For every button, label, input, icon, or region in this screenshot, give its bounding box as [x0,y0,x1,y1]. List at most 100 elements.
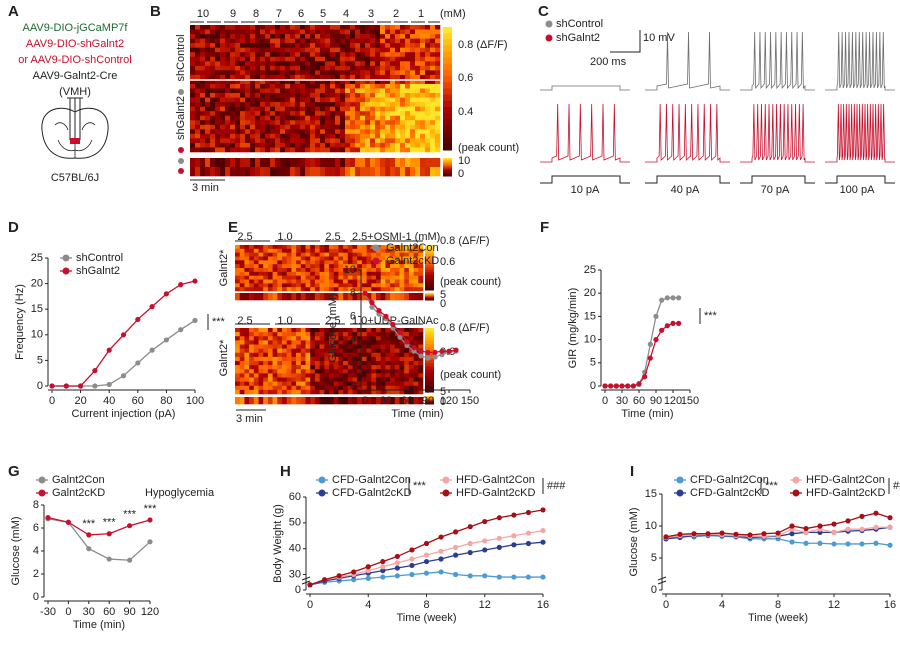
heat-cell [404,336,410,341]
heat-cell [330,142,336,148]
data-point [163,291,169,297]
heat-cell [263,248,269,253]
heat-cell [225,34,231,39]
heat-cell [272,369,278,374]
heat-cell [258,389,264,395]
heat-cell [230,102,236,107]
heat-cell [272,340,278,345]
heat-cell [380,102,386,107]
scale-label: 200 ms [590,56,627,68]
heat-cell [253,365,259,370]
heat-cell [220,142,226,148]
heat-cell [240,25,246,30]
heat-cell [230,158,236,168]
heat-cell [385,61,391,67]
heat-cell [408,389,414,395]
heat-cell [215,133,221,139]
heat-cell [380,115,386,121]
heat-cell [425,65,431,71]
heat-cell [325,133,331,139]
heat-cell [370,52,376,58]
heat-cell [290,38,296,44]
heat-cell [272,293,278,301]
heat-cell [245,25,251,30]
data-point [467,549,473,556]
heat-cell [390,279,396,284]
heat-cell [330,74,336,80]
heat-cell [435,52,441,58]
data-point [467,524,473,530]
y-tick-label: 25 [31,252,43,264]
heat-cell [399,260,405,265]
heat-cell [190,167,196,177]
scale-bar [610,30,641,53]
heat-cell [385,271,391,276]
heat-cell [190,120,196,126]
heat-cell [365,47,371,53]
colorbar [443,160,452,163]
heat-cell [343,381,349,387]
heat-cell [244,256,250,261]
heat-cell [400,93,406,98]
heat-cell [305,332,311,337]
heat-cell [330,52,336,58]
heat-cell [220,158,226,168]
heat-cell [245,158,251,168]
heat-cell [320,74,326,80]
heat-cell [404,361,410,366]
heat-cell [361,373,367,378]
x-axis-label: Time (week) [396,612,456,624]
data-point [540,507,546,513]
heat-cell [285,111,291,117]
data-point [789,523,795,529]
colorbar [443,172,452,174]
heat-cell [195,106,201,112]
heat-cell [405,133,411,139]
heat-cell [300,287,306,292]
x-axis-label: Time (min) [391,408,443,420]
data-point [369,304,375,310]
heat-cell [275,115,281,121]
heat-cell [415,138,421,144]
heat-cell [375,88,381,94]
heat-cell [314,389,320,395]
heat-cell [265,138,271,144]
data-point [511,542,517,548]
heat-cell [385,115,391,121]
heat-cell [366,260,372,265]
heat-cell [310,133,316,139]
heat-cell [376,328,381,333]
heat-cell [200,138,206,144]
x-tick-label: 0 [602,395,608,407]
series-line [605,322,679,387]
heat-cell [338,268,344,273]
heat-cell [285,158,291,168]
heat-cell [435,65,441,71]
heat-cell [253,340,259,345]
current-step [540,175,630,184]
heat-cell [400,43,406,48]
heat-cell [395,120,401,126]
heat-cell [240,47,246,53]
colorbar-label: 10 [458,155,470,167]
heat-cell [365,111,371,117]
data-point [789,531,795,537]
y-tick-label: 2 [33,568,39,580]
data-point [705,531,711,537]
heat-cell [210,74,216,80]
data-point [418,353,424,359]
heat-cell [190,70,196,76]
heat-cell [399,361,405,366]
heat-cell [195,115,201,121]
data-point [423,540,430,547]
heat-cell [272,381,278,387]
heat-cell [320,158,326,168]
data-point [525,509,532,516]
heat-cell [376,361,381,366]
heat-cell [340,25,346,30]
heat-cell [371,385,377,391]
heat-cell [240,70,246,76]
panel-b: 10 9 8 7 6 5 4 3 2 1 (mM) 0.8 (ΔF/F) 0.6… [175,8,519,194]
heat-cell [244,352,250,358]
voltage-trace [740,103,815,163]
